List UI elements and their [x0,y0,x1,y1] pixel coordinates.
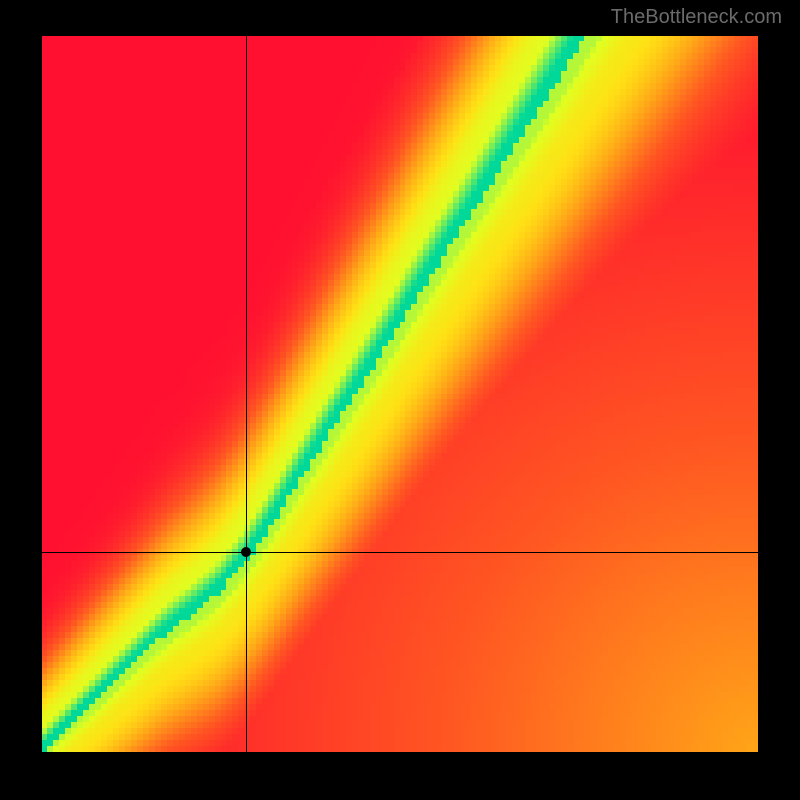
heatmap-canvas [42,36,758,752]
selection-marker-dot [241,547,251,557]
crosshair-horizontal [42,552,758,553]
watermark-text: TheBottleneck.com [611,6,782,29]
crosshair-vertical [246,36,247,752]
bottleneck-heatmap-plot [42,36,758,752]
